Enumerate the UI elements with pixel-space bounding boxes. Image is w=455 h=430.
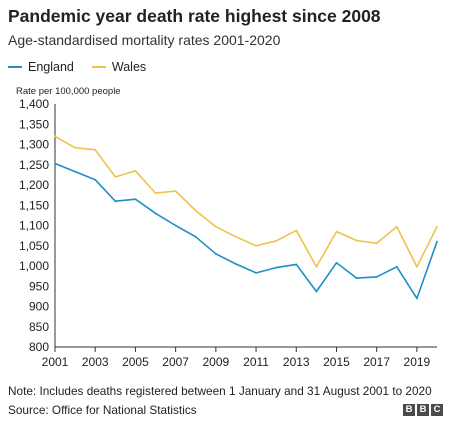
data-point-england	[194, 235, 197, 238]
data-point-england	[335, 261, 338, 264]
data-point-wales	[94, 148, 97, 151]
data-point-wales	[275, 239, 278, 242]
data-point-wales	[74, 146, 77, 149]
legend-label-england: England	[28, 60, 74, 74]
logo-letter: C	[431, 404, 443, 416]
data-point-england	[214, 252, 217, 255]
data-point-england	[74, 170, 77, 173]
data-point-wales	[174, 190, 177, 192]
data-point-wales	[194, 209, 197, 212]
legend-item-england: England	[8, 60, 74, 74]
data-point-wales	[436, 225, 438, 228]
data-point-wales	[114, 176, 117, 178]
x-tick-label: 2011	[243, 355, 269, 369]
data-point-england	[114, 200, 117, 203]
legend-swatch-england	[8, 66, 22, 68]
data-point-wales	[375, 242, 378, 245]
y-tick-label: 850	[29, 320, 49, 334]
y-tick-label: 1,350	[19, 117, 49, 131]
data-point-wales	[415, 265, 418, 268]
y-tick-label: 1,000	[19, 259, 49, 273]
data-point-wales	[214, 225, 217, 228]
x-tick-label: 2015	[323, 355, 350, 369]
line-chart: Rate per 100,000 people 800 850 900 950 1,000…	[16, 86, 438, 369]
y-tick-label: 1,250	[19, 158, 49, 172]
y-tick-label: 1,100	[19, 219, 49, 233]
bbc-logo: B B C	[403, 404, 443, 416]
data-point-england	[54, 162, 56, 165]
x-tick-label: 2003	[82, 355, 109, 369]
x-tick-label: 2005	[122, 355, 149, 369]
data-point-england	[275, 266, 278, 269]
data-point-wales	[235, 235, 237, 238]
data-point-wales	[154, 192, 157, 195]
chart-source: Source: Office for National Statistics	[8, 403, 197, 417]
y-tick-label: 1,300	[19, 138, 49, 152]
x-tick-label: 2017	[363, 355, 390, 369]
legend-swatch-wales	[91, 66, 106, 68]
data-point-england	[295, 263, 298, 266]
legend-item-wales: Wales	[91, 60, 147, 74]
x-tick-label: 2001	[42, 355, 69, 369]
data-point-england	[94, 178, 97, 181]
y-tick-label: 1,200	[19, 178, 49, 192]
y-tick-label: 1,150	[19, 198, 49, 212]
x-tick-label: 2013	[283, 355, 310, 369]
legend-label-wales: Wales	[111, 60, 147, 74]
data-point-wales	[395, 225, 398, 228]
logo-letter: B	[417, 404, 429, 416]
y-tick-label: 900	[29, 300, 49, 314]
series-line-england	[54, 162, 438, 300]
y-tick-label: 1,400	[19, 97, 49, 111]
data-point-england	[436, 240, 438, 243]
data-point-wales	[134, 169, 137, 172]
legend: England Wales	[8, 59, 164, 75]
x-tick-label: 2007	[162, 355, 189, 369]
data-point-england	[134, 198, 137, 201]
y-axis-label: Rate per 100,000 people	[16, 86, 121, 97]
data-point-wales	[54, 135, 56, 138]
data-point-england	[315, 290, 318, 293]
data-point-wales	[335, 230, 338, 233]
data-point-england	[154, 212, 157, 215]
data-point-england	[415, 297, 418, 300]
data-point-wales	[355, 239, 358, 242]
y-tick-label: 950	[29, 279, 49, 293]
logo-letter: B	[403, 404, 415, 416]
series-line-wales	[54, 135, 438, 268]
data-point-england	[255, 271, 257, 274]
x-tick-label: 2019	[404, 355, 431, 369]
data-point-england	[355, 277, 358, 280]
data-point-wales	[295, 229, 298, 232]
data-point-wales	[315, 265, 318, 268]
chart-subtitle: Age-standardised mortality rates 2001-20…	[8, 32, 281, 48]
data-point-england	[235, 263, 237, 265]
data-point-wales	[255, 244, 257, 247]
chart-note: Note: Includes deaths registered between…	[8, 384, 432, 398]
y-tick-label: 1,050	[19, 239, 49, 253]
x-tick-label: 2009	[202, 355, 229, 369]
data-point-england	[375, 276, 378, 278]
data-point-england	[174, 224, 177, 227]
chart-title: Pandemic year death rate highest since 2…	[8, 6, 381, 26]
y-tick-label: 800	[29, 340, 49, 354]
data-point-england	[395, 265, 398, 268]
